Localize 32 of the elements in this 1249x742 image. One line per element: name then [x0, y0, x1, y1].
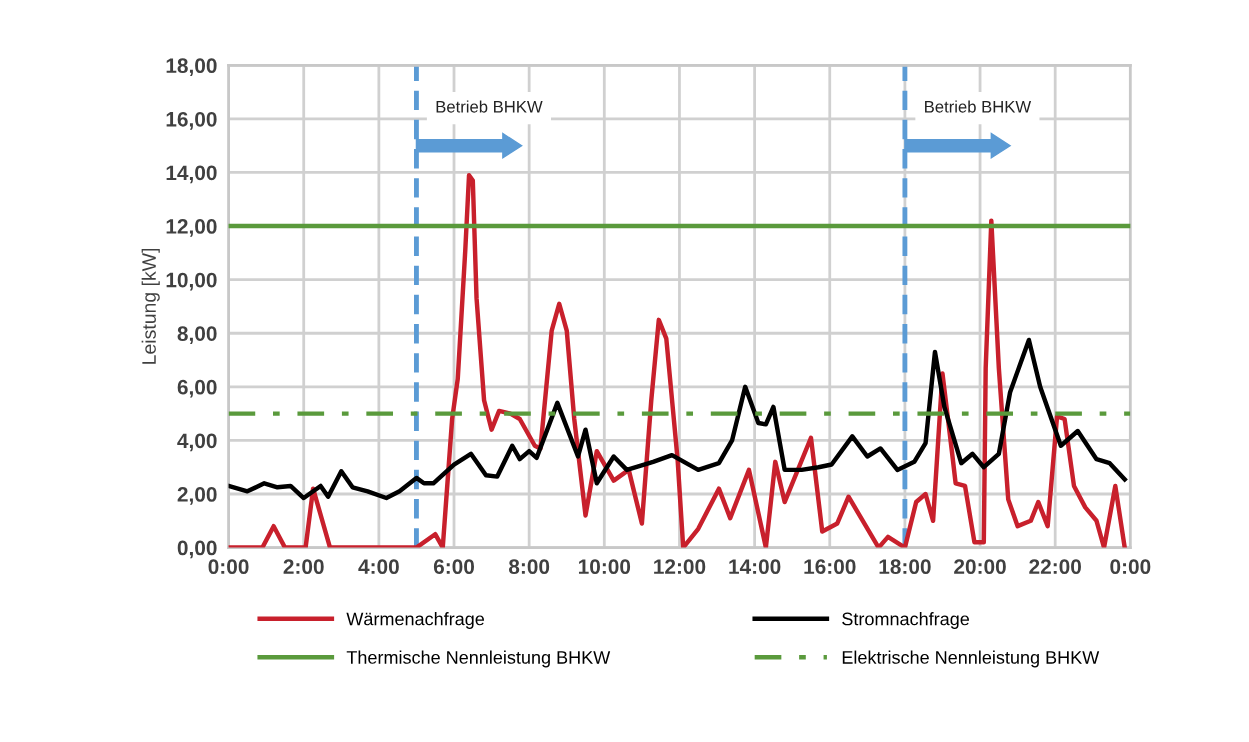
annotation: Betrieb BHKW: [436, 100, 543, 113]
x-tick-label: 22:00: [1029, 559, 1081, 575]
x-tick-label: 10:00: [578, 559, 631, 575]
y-tick-label: 16,00: [166, 111, 217, 130]
y-tick-label: 14,00: [166, 165, 217, 184]
legend-label: Wärmenachfrage: [346, 612, 485, 629]
y-tick-label: 18,00: [166, 58, 217, 77]
y-tick-label: 12,00: [166, 219, 217, 237]
y-tick-label: 10,00: [166, 272, 217, 291]
y-tick-label: 6,00: [177, 379, 217, 398]
line-series: [228, 337, 1127, 501]
x-tick-label: 2:00: [283, 559, 324, 575]
x-tick-label: 0:00: [1110, 559, 1151, 575]
annotation: Betrieb BHKW: [925, 100, 1032, 113]
line-series: [228, 172, 1127, 548]
x-tick-label: 8:00: [508, 559, 550, 575]
x-tick-label: 18:00: [879, 559, 931, 575]
legend-label: Stromnachfrage: [842, 612, 970, 629]
y-tick-label: 8,00: [177, 326, 217, 345]
x-tick-label: 14:00: [729, 559, 781, 575]
legend-label: Thermische Nennleistung BHKW: [346, 650, 611, 668]
x-tick-label: 20:00: [954, 559, 1006, 575]
x-tick-label: 0:00: [208, 559, 249, 575]
y-tick-label: 0,00: [177, 540, 217, 559]
y-axis-title: Leistung [kW]: [141, 248, 160, 364]
x-tick-label: 16:00: [804, 559, 856, 575]
y-tick-label: 4,00: [177, 433, 217, 452]
x-tick-label: 6:00: [433, 559, 475, 575]
legend-label: Elektrische Nennleistung BHKW: [842, 650, 1100, 668]
x-tick-label: 12:00: [654, 559, 706, 575]
x-tick-label: 4:00: [358, 559, 399, 575]
y-tick-label: 2,00: [177, 487, 217, 505]
